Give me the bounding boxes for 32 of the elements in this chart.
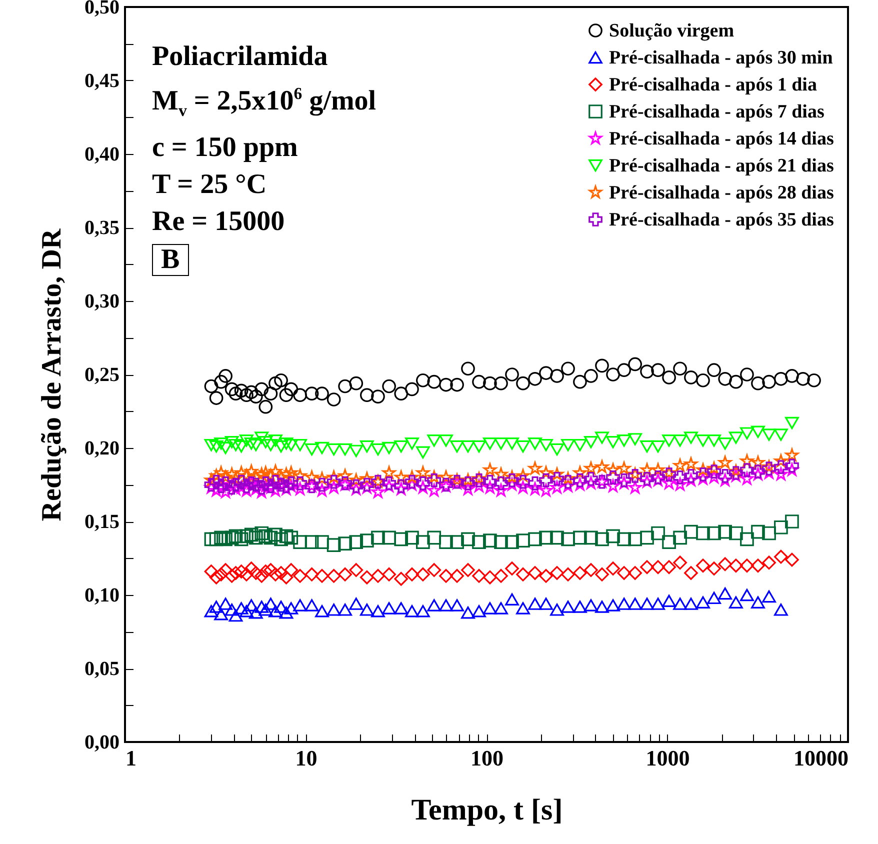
annotation: c = 150 ppm bbox=[152, 130, 299, 165]
legend-label: Solução virgem bbox=[609, 20, 734, 42]
y-tick-label: 0,15 bbox=[84, 511, 120, 533]
legend-label: Pré-cisalhada - após 1 dia bbox=[609, 74, 818, 96]
x-tick-label: 1000 bbox=[646, 746, 690, 770]
x-tick-label: 10 bbox=[295, 746, 318, 770]
x-tick-label: 100 bbox=[470, 746, 504, 770]
y-axis-title: Redução de Arrasto, DR bbox=[36, 228, 68, 522]
y-tick-label: 0,45 bbox=[84, 70, 120, 92]
x-axis-title: Tempo, t [s] bbox=[411, 794, 563, 826]
legend-label: Pré-cisalhada - após 30 min bbox=[609, 48, 834, 68]
x-tick-label: 1 bbox=[126, 746, 136, 770]
annotation: T = 25 °C bbox=[152, 168, 268, 202]
legend-label: Pré-cisalhada - após 28 dias bbox=[609, 182, 834, 204]
x-tick-label: 10000 bbox=[794, 746, 848, 770]
y-tick-label: 0,10 bbox=[84, 584, 120, 606]
y-tick-label: 0,35 bbox=[84, 217, 120, 239]
annotation: M$_{v}$ = 2,5x10$^{6}$ g/mol bbox=[152, 83, 376, 122]
annotation: Poliacrilamida bbox=[152, 40, 329, 74]
legend-label: Pré-cisalhada - após 14 dias bbox=[609, 128, 834, 150]
legend-label: Pré-cisalhada - após 7 dias bbox=[609, 102, 824, 122]
y-tick-label: 0,20 bbox=[84, 438, 120, 460]
y-tick-label: 0,25 bbox=[84, 364, 120, 386]
legend-label: Pré-cisalhada - após 35 dias bbox=[609, 210, 834, 230]
y-tick-label: 0,50 bbox=[84, 0, 120, 18]
y-tick-label: 0,05 bbox=[84, 658, 120, 680]
y-tick-label: 0,30 bbox=[84, 290, 120, 312]
annotation: B bbox=[152, 244, 189, 276]
y-tick-label: 0,00 bbox=[84, 732, 120, 754]
y-tick-label: 0,40 bbox=[84, 144, 120, 166]
legend-label: Pré-cisalhada - após 21 dias bbox=[609, 156, 834, 176]
annotation: Re = 15000 bbox=[152, 204, 286, 239]
